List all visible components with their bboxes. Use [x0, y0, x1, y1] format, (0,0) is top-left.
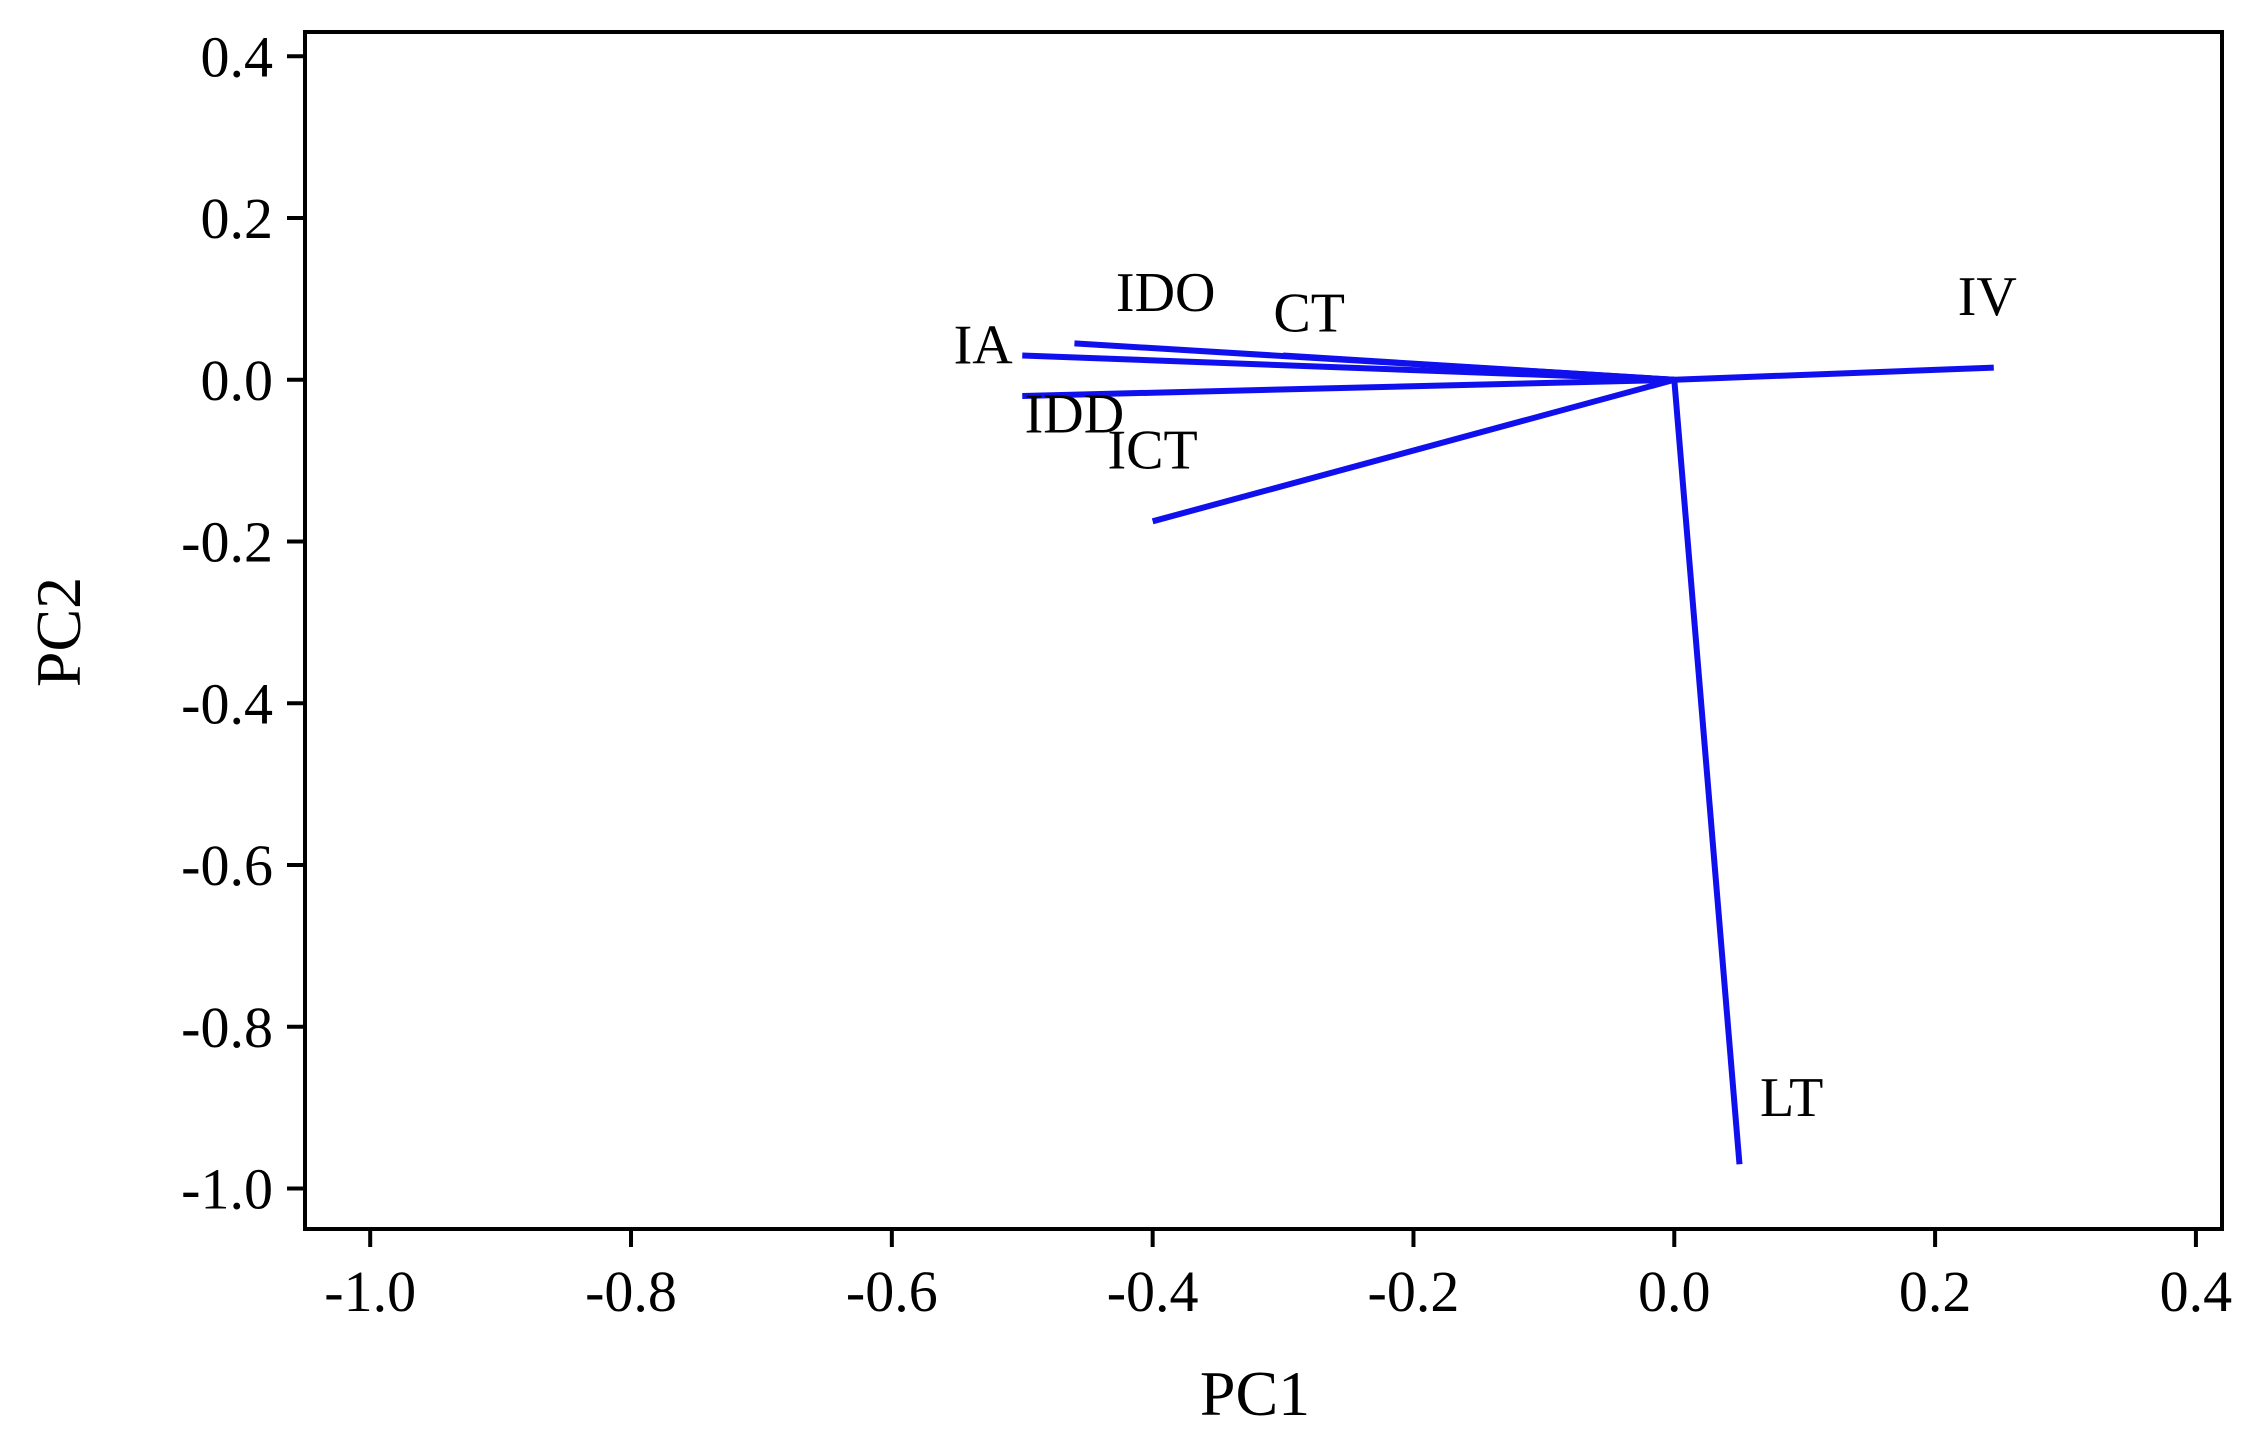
vector-label-ido: IDO	[1116, 262, 1216, 324]
x-tick-label-1: -0.8	[585, 1259, 677, 1324]
y-tick-label-2: 0.0	[201, 348, 274, 413]
x-tick-label-3: -0.4	[1107, 1259, 1199, 1324]
vector-label-idd: IDD	[1025, 383, 1125, 445]
y-tick-label-5: -0.6	[181, 833, 273, 898]
vector-idd	[1022, 376, 1675, 399]
y-tick-label-1: 0.2	[201, 186, 274, 251]
y-axis-ticks: 0.4 0.2 0.0 -0.2 -0.4 -0.6 -0.8 -1.0	[181, 24, 305, 1222]
y-tick-label-4: -0.4	[181, 671, 273, 736]
x-tick-label-2: -0.6	[846, 1259, 938, 1324]
vector-label-ict: ICT	[1108, 420, 1198, 482]
y-axis-title: PC2	[23, 577, 94, 687]
x-axis-title: PC1	[1200, 1358, 1310, 1429]
y-tick-label-6: -0.8	[181, 995, 273, 1060]
vector-label-ct: CT	[1273, 282, 1345, 344]
x-tick-label-6: 0.2	[1899, 1259, 1972, 1324]
plot-frame	[303, 30, 2224, 1231]
y-tick-label-0: 0.4	[201, 24, 274, 89]
y-tick-label-3: -0.2	[181, 510, 273, 575]
vector-iv	[1674, 364, 1994, 383]
vector-ict	[1151, 376, 1676, 525]
x-tick-label-7: 0.4	[2160, 1259, 2233, 1324]
x-tick-label-4: -0.2	[1368, 1259, 1460, 1324]
x-axis-ticks: -1.0 -0.8 -0.6 -0.4 -0.2 0.0 0.2 0.4	[324, 1229, 2232, 1324]
x-tick-label-0: -1.0	[324, 1259, 416, 1324]
vector-lt	[1671, 379, 1743, 1165]
x-tick-label-5: 0.0	[1638, 1259, 1711, 1324]
vector-label-ia: IA	[954, 315, 1014, 377]
vector-label-iv: IV	[1958, 266, 2017, 328]
y-tick-label-7: -1.0	[181, 1157, 273, 1222]
loading-vectors	[1022, 340, 1994, 1165]
vector-label-lt: LT	[1760, 1067, 1823, 1129]
vector-ct	[1282, 352, 1675, 383]
